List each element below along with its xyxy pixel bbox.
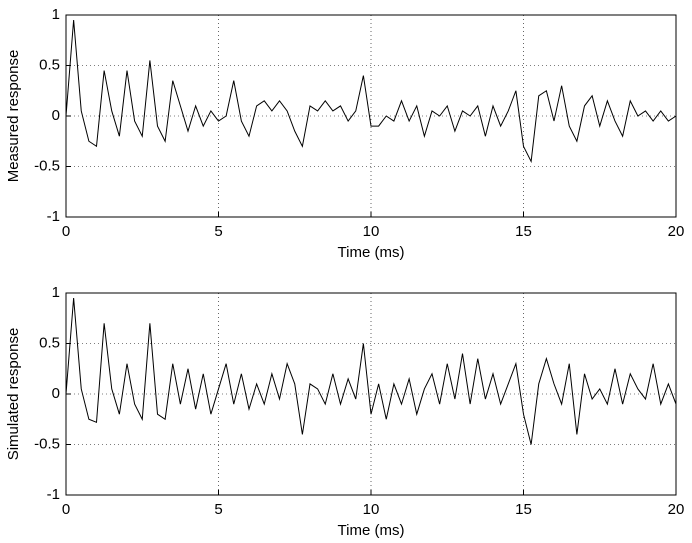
x-tick-label: 20: [668, 501, 685, 518]
x-tick-label: 5: [214, 501, 222, 518]
y-axis-label: Simulated response: [5, 328, 22, 461]
y-tick-label: -1: [47, 208, 60, 225]
x-tick-label: 10: [363, 223, 380, 240]
y-tick-label: 0: [52, 107, 60, 124]
x-axis-label: Time (ms): [338, 522, 405, 539]
x-tick-label: 0: [62, 501, 70, 518]
x-axis-label: Time (ms): [338, 244, 405, 261]
y-tick-label: 0.5: [39, 56, 60, 73]
x-tick-label: 15: [515, 223, 532, 240]
x-tick-label: 5: [214, 223, 222, 240]
y-tick-label: 0: [52, 385, 60, 402]
x-tick-label: 10: [363, 501, 380, 518]
y-tick-label: 1: [52, 284, 60, 301]
response-line: [65, 298, 677, 445]
y-tick-label: 1: [52, 6, 60, 23]
y-tick-label: -0.5: [34, 435, 60, 452]
y-tick-label: 0.5: [39, 334, 60, 351]
axes-frame: [65, 292, 677, 496]
x-tick-label: 0: [62, 223, 70, 240]
response-line: [65, 20, 677, 164]
x-tick-label: 15: [515, 501, 532, 518]
axes-frame: [65, 14, 677, 218]
x-tick-label: 20: [668, 223, 685, 240]
y-tick-label: -0.5: [34, 157, 60, 174]
y-axis-label: Measured response: [5, 50, 22, 183]
y-tick-label: -1: [47, 486, 60, 503]
